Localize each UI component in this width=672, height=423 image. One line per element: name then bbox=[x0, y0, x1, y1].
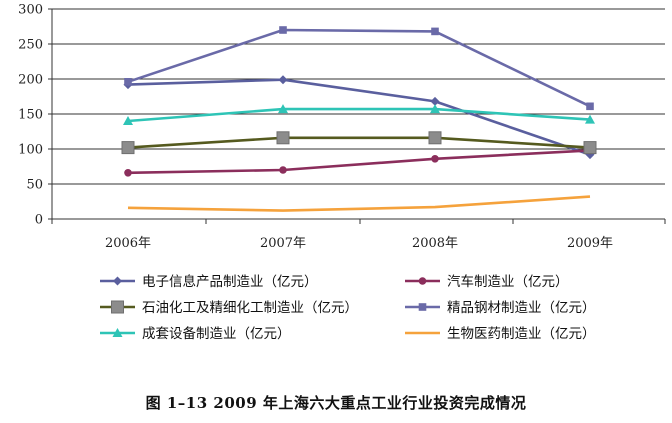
series-path bbox=[127, 28, 591, 108]
data-point bbox=[279, 26, 287, 34]
data-point bbox=[431, 27, 439, 36]
series-path bbox=[127, 136, 591, 149]
data-point bbox=[112, 328, 123, 337]
figure-caption: 图 1–13 2009 年上海六大重点工业行业投资完成情况 bbox=[145, 394, 527, 412]
series-group bbox=[121, 26, 597, 212]
data-point bbox=[430, 96, 440, 106]
data-point bbox=[124, 169, 132, 177]
data-point bbox=[431, 155, 439, 163]
x-tick-label: 2006年 bbox=[105, 236, 151, 251]
series-line-4 bbox=[123, 104, 595, 125]
legend: 电子信息产品制造业（亿元） 汽车制造业（亿元） 石油化工及精细化工制造业（亿元） 精品… bbox=[100, 273, 596, 342]
legend-label: 成套设备制造业（亿元） bbox=[142, 325, 291, 342]
legend-item: 精品钢材制造业（亿元） bbox=[405, 300, 596, 316]
data-point bbox=[123, 116, 133, 125]
series-line-3 bbox=[124, 26, 594, 111]
data-point bbox=[428, 131, 442, 145]
legend-item: 汽车制造业（亿元） bbox=[405, 273, 569, 290]
data-point bbox=[124, 78, 132, 86]
data-point bbox=[113, 276, 122, 286]
legend-label: 生物医药制造业（亿元） bbox=[447, 326, 596, 342]
series-line-1 bbox=[124, 146, 594, 177]
data-point bbox=[278, 75, 288, 85]
y-tick-label: 300 bbox=[18, 3, 43, 18]
data-point bbox=[418, 303, 427, 311]
legend-label: 石油化工及精细化工制造业（亿元） bbox=[142, 300, 358, 316]
y-tick-label: 50 bbox=[26, 178, 43, 193]
data-point bbox=[276, 131, 290, 145]
x-tick-label: 2007年 bbox=[260, 236, 306, 251]
legend-item: 成套设备制造业（亿元） bbox=[100, 325, 291, 342]
series-line-2 bbox=[121, 131, 597, 155]
legend-label: 精品钢材制造业（亿元） bbox=[447, 300, 596, 316]
series-line-5 bbox=[127, 195, 591, 212]
legend-item: 生物医药制造业（亿元） bbox=[405, 326, 596, 342]
data-point bbox=[586, 102, 594, 111]
legend-label: 汽车制造业（亿元） bbox=[447, 273, 569, 290]
y-tick-label: 100 bbox=[18, 143, 43, 158]
legend-item: 电子信息产品制造业（亿元） bbox=[100, 273, 318, 290]
series-path bbox=[127, 195, 591, 212]
data-point bbox=[279, 166, 287, 174]
legend-item: 石油化工及精细化工制造业（亿元） bbox=[100, 300, 358, 316]
x-tick-label: 2008年 bbox=[412, 236, 458, 251]
y-tick-label: 150 bbox=[18, 108, 43, 123]
data-point bbox=[583, 141, 597, 155]
data-point bbox=[418, 277, 427, 285]
series-path bbox=[127, 149, 591, 175]
axes bbox=[48, 8, 666, 224]
y-tick-label: 200 bbox=[18, 73, 43, 88]
x-tick-label: 2009年 bbox=[567, 236, 613, 251]
y-tick-label: 0 bbox=[35, 213, 43, 228]
series-path bbox=[127, 107, 591, 123]
x-tick-labels: 2006年 2007年 2008年 2009年 bbox=[105, 236, 613, 251]
data-point bbox=[111, 300, 124, 314]
y-tick-label: 250 bbox=[18, 38, 43, 53]
data-point bbox=[121, 141, 135, 155]
data-point bbox=[430, 104, 440, 114]
legend-label: 电子信息产品制造业（亿元） bbox=[142, 273, 318, 290]
data-point bbox=[585, 114, 595, 124]
y-tick-labels: 0 50 100 150 200 250 300 bbox=[18, 3, 43, 228]
data-point bbox=[278, 104, 288, 114]
series-path bbox=[127, 78, 591, 156]
grid-lines bbox=[52, 8, 665, 185]
